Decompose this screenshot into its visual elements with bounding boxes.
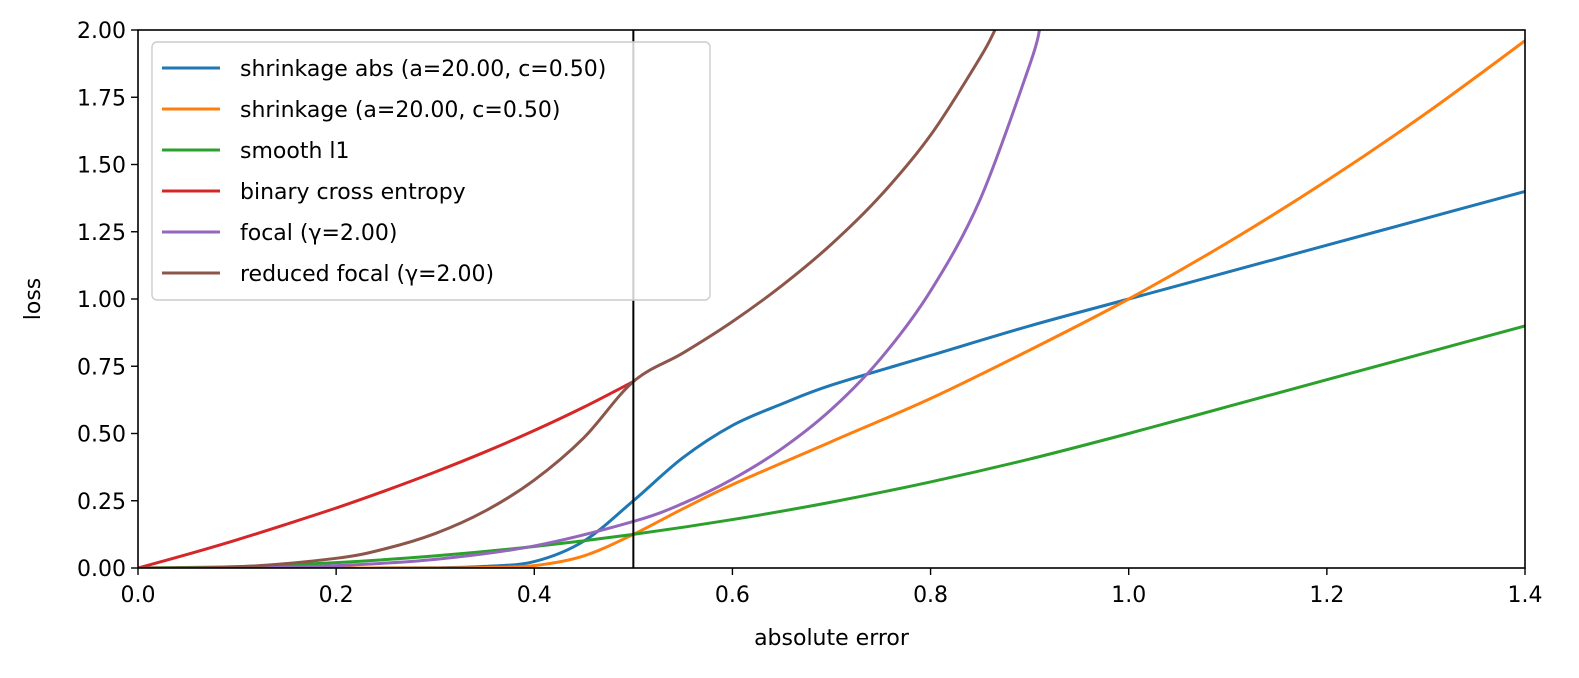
x-tick-label: 0.2: [319, 583, 354, 608]
y-axis-ticks: 0.00 0.25 0.50 0.75 1.00 1.25 1.50 1.75 2.00: [77, 19, 138, 582]
series-line-3: [138, 380, 635, 568]
y-tick-label: 0.00: [77, 557, 126, 582]
legend-label: shrinkage abs (a=20.00, c=0.50): [240, 57, 606, 82]
y-tick-label: 1.00: [77, 288, 126, 313]
x-tick-label: 0.8: [913, 583, 948, 608]
y-tick-label: 0.75: [77, 355, 126, 380]
y-tick-label: 1.50: [77, 154, 126, 179]
x-tick-label: 0.6: [715, 583, 750, 608]
x-tick-label: 1.2: [1309, 583, 1344, 608]
legend-label: binary cross entropy: [240, 180, 466, 205]
y-tick-label: 0.50: [77, 423, 126, 448]
y-tick-label: 1.25: [77, 221, 126, 246]
legend-label: shrinkage (a=20.00, c=0.50): [240, 98, 560, 123]
series-line-4: [138, 30, 1042, 568]
y-tick-label: 2.00: [77, 19, 126, 44]
y-tick-label: 1.75: [77, 86, 126, 111]
x-axis-label: absolute error: [754, 626, 910, 651]
x-tick-label: 1.4: [1508, 583, 1543, 608]
legend-label: focal (γ=2.00): [240, 221, 398, 246]
x-tick-label: 0.4: [517, 583, 552, 608]
x-tick-label: 0.0: [121, 583, 156, 608]
x-axis-ticks: 0.0 0.2 0.4 0.6 0.8 1.0 1.2 1.4: [121, 568, 1543, 608]
legend-label: reduced focal (γ=2.00): [240, 262, 494, 287]
legend-label: smooth l1: [240, 139, 349, 164]
x-tick-label: 1.0: [1111, 583, 1146, 608]
series-line-2: [138, 324, 1525, 568]
legend-box: [151, 41, 711, 301]
legend: shrinkage abs (a=20.00, c=0.50) shrinkage…: [151, 41, 711, 301]
y-tick-label: 0.25: [77, 490, 126, 515]
y-axis-label: loss: [21, 278, 46, 321]
